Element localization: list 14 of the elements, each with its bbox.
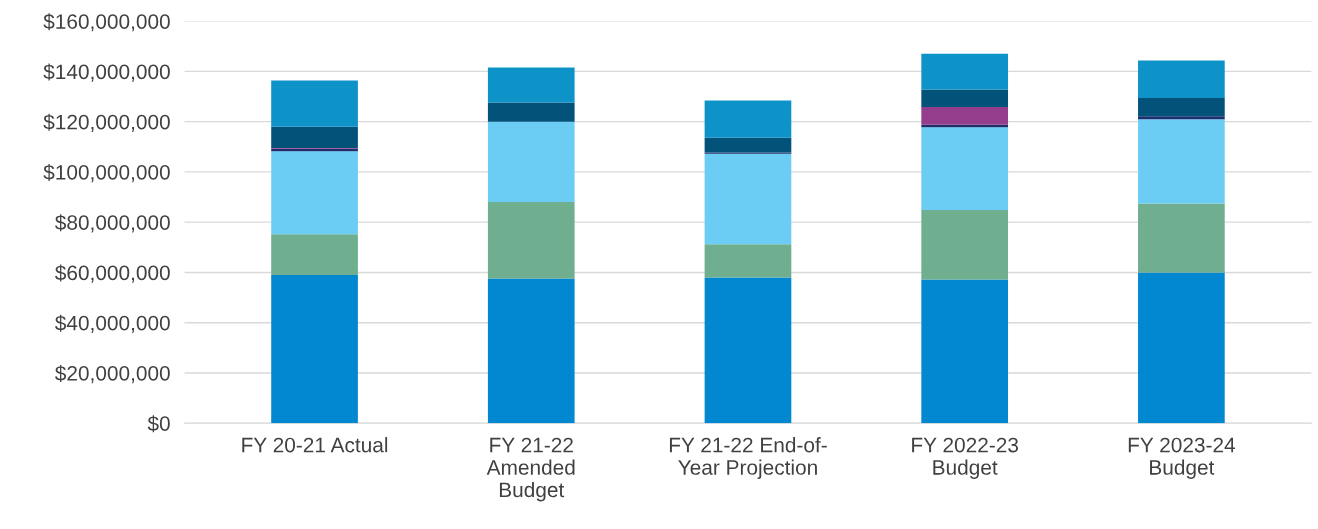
y-tick-label: $100,000,000 <box>43 164 170 183</box>
y-tick-label: $20,000,000 <box>55 365 170 384</box>
y-tick-label: $140,000,000 <box>43 63 170 82</box>
x-tick-label: FY 2023-24 Budget <box>1128 437 1236 479</box>
x-tick-label: FY 21-22 End-of- Year Projection <box>669 437 827 479</box>
x-tick-label: FY 21-22 Amended Budget <box>486 437 575 502</box>
y-tick-label: $40,000,000 <box>55 314 170 333</box>
x-tick-label: FY 2022-23 Budget <box>912 437 1019 479</box>
y-tick-label: $60,000,000 <box>55 264 170 283</box>
y-tick-label: $120,000,000 <box>43 113 170 132</box>
x-tick-label: FY 20-21 Actual <box>242 437 388 453</box>
y-tick-label: $160,000,000 <box>43 13 170 32</box>
y-tick-label: $0 <box>147 415 170 433</box>
y-tick-label: $80,000,000 <box>55 214 170 233</box>
